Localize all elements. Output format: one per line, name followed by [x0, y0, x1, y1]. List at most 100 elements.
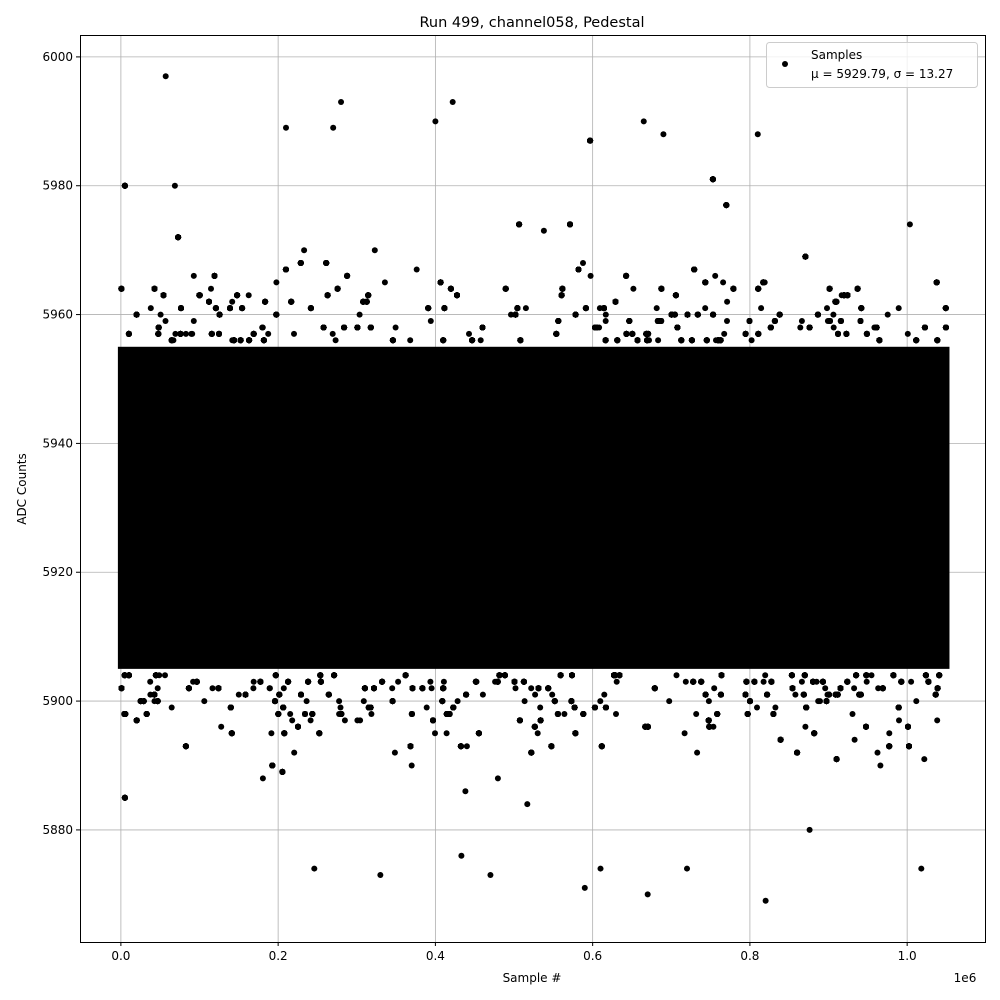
sample-point: [830, 311, 837, 318]
sample-point: [758, 305, 765, 312]
sample-point: [532, 691, 539, 698]
sample-point: [250, 678, 257, 685]
sample-point: [798, 678, 805, 685]
sample-point: [587, 272, 594, 279]
sample-point: [427, 318, 434, 324]
sample-point: [407, 337, 414, 344]
sample-point: [702, 305, 709, 312]
sample-point: [934, 717, 941, 724]
sample-point: [336, 698, 343, 705]
sample-point: [190, 272, 197, 279]
sample-point: [921, 756, 928, 763]
sample-point: [209, 685, 216, 692]
sample-point: [291, 749, 298, 756]
sample-point: [235, 691, 242, 698]
sample-point: [792, 691, 799, 698]
sample-point: [307, 717, 314, 724]
sample-point: [896, 717, 902, 724]
sample-point: [287, 711, 294, 717]
sample-point: [760, 678, 767, 685]
sample-point: [762, 672, 769, 679]
sample-point: [875, 685, 882, 692]
sample-point: [712, 272, 719, 279]
sample-point: [356, 311, 363, 318]
sample-point: [537, 704, 544, 711]
sample-point: [291, 330, 297, 337]
sample-point: [540, 227, 547, 234]
sample-point: [259, 324, 266, 331]
sample-point: [904, 330, 911, 337]
sample-point: [528, 685, 535, 692]
sample-point: [908, 678, 915, 685]
sample-point: [391, 749, 398, 756]
sample-point: [423, 704, 430, 711]
sample-point: [268, 730, 275, 737]
sample-point: [289, 717, 296, 724]
sample-point: [182, 330, 189, 337]
sample-point: [250, 685, 257, 692]
sample-point: [580, 260, 586, 266]
sample-point: [851, 685, 858, 692]
sample-point: [395, 678, 402, 685]
sample-point: [868, 672, 875, 679]
sample-point: [477, 337, 484, 344]
sample-point: [332, 337, 339, 344]
dense-sample-band: [117, 346, 950, 669]
sample-point: [462, 788, 469, 795]
sample-point: [245, 292, 252, 299]
sample-point: [798, 318, 805, 324]
sample-point: [218, 723, 225, 730]
sample-point: [549, 691, 556, 698]
sample-point: [601, 691, 608, 698]
sample-point: [895, 305, 902, 312]
sample-point: [602, 318, 609, 324]
sample-point: [748, 337, 755, 344]
sample-point: [705, 698, 712, 705]
sample-point: [303, 698, 310, 705]
sample-point: [851, 736, 858, 743]
sample-point: [147, 678, 154, 685]
sample-point: [512, 685, 519, 692]
sample-point: [479, 691, 486, 698]
sample-point: [802, 723, 809, 730]
sample-point: [360, 698, 367, 705]
sample-point: [432, 730, 438, 737]
sample-point: [454, 698, 461, 705]
sample-point: [494, 775, 501, 782]
sample-point: [259, 775, 266, 782]
sample-point: [681, 730, 688, 737]
sample-point: [772, 704, 779, 711]
sample-point: [682, 678, 689, 685]
sample-point: [427, 678, 434, 685]
sample-point: [162, 318, 169, 324]
chart-title: Run 499, channel058, Pedestal: [419, 15, 644, 31]
sample-point: [720, 279, 727, 286]
sample-point: [147, 305, 154, 312]
sample-point: [874, 749, 881, 756]
sample-point: [301, 247, 308, 254]
sample-point: [653, 305, 660, 312]
sample-point: [428, 685, 435, 692]
sample-point: [522, 305, 529, 312]
sample-point: [602, 311, 609, 318]
sample-point: [229, 298, 236, 305]
data-points: [117, 73, 950, 904]
sample-point: [655, 337, 662, 344]
sample-point: [172, 330, 179, 337]
sample-point: [341, 717, 348, 724]
sample-point: [906, 221, 913, 228]
sample-point: [711, 685, 718, 692]
sample-point: [521, 698, 528, 705]
sample-point: [673, 672, 680, 679]
sample-point: [886, 730, 893, 737]
sample-point: [824, 305, 830, 312]
sample-point: [371, 247, 378, 254]
sample-point: [440, 678, 447, 685]
sample-point: [154, 685, 161, 692]
sample-point: [913, 698, 920, 705]
sample-point: [849, 711, 856, 717]
sample-point: [877, 762, 884, 769]
sample-point: [208, 285, 214, 292]
sample-point: [597, 698, 604, 705]
